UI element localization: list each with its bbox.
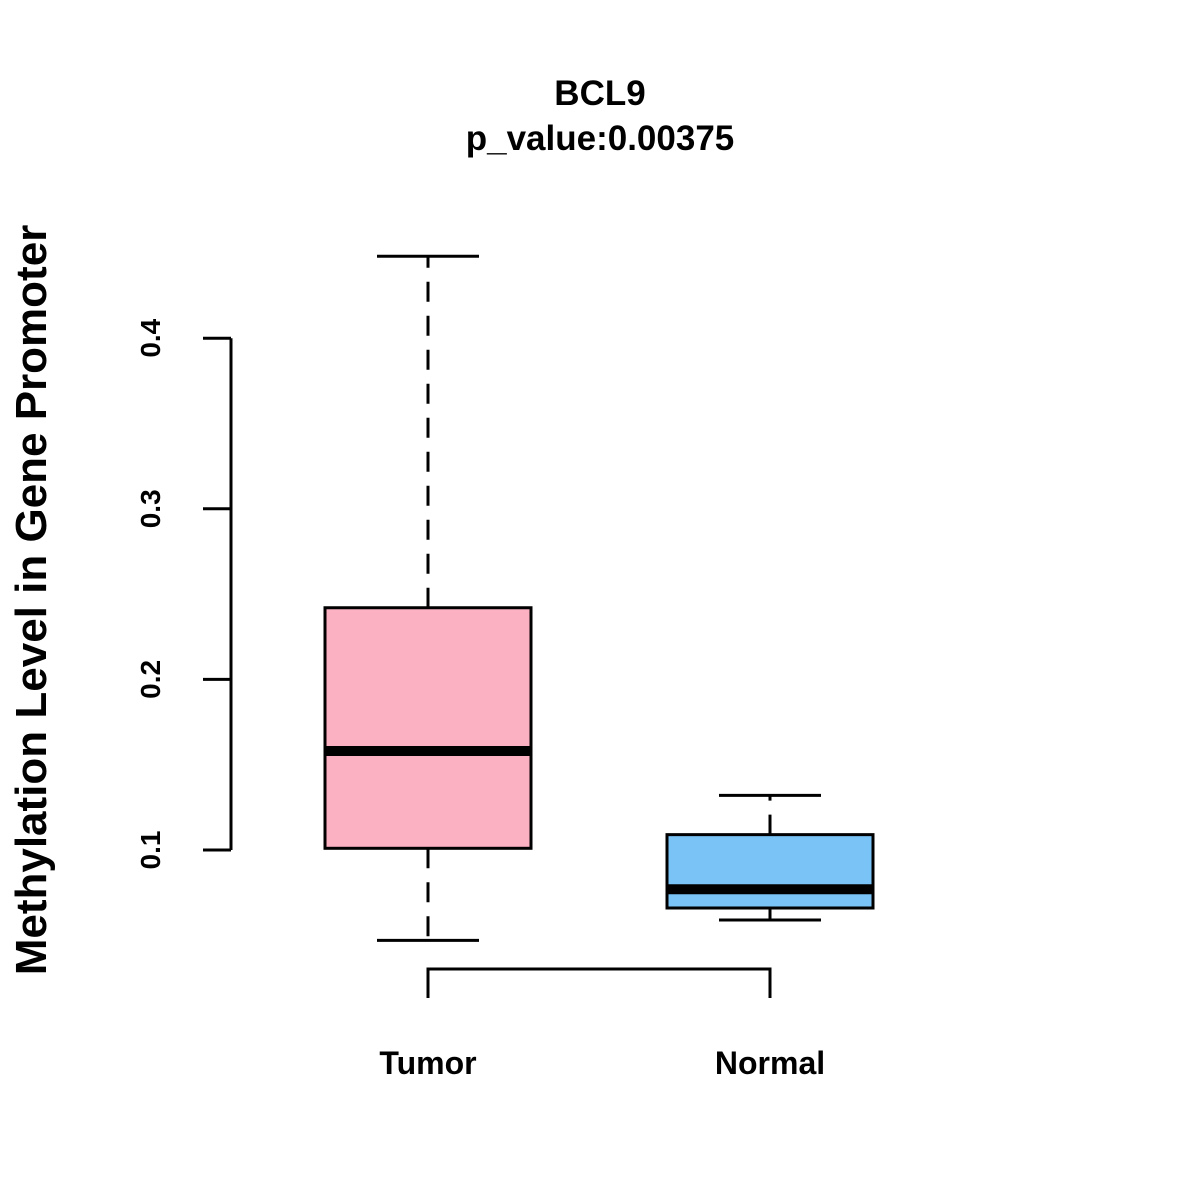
tumor-box	[323, 606, 533, 850]
y-tick-label: 0.1	[135, 831, 166, 870]
y-axis-label: Methylation Level in Gene Promoter	[7, 225, 56, 976]
x-axis-labels: Tumor Normal	[379, 1045, 825, 1081]
y-tick-label: 0.3	[135, 489, 166, 528]
chart-title: BCL9	[554, 74, 645, 113]
y-tick-label: 0.2	[135, 660, 166, 699]
x-category-label: Tumor	[379, 1045, 476, 1081]
comparison-bracket-group	[426, 967, 772, 998]
normal-box	[665, 833, 875, 910]
x-category-label: Normal	[715, 1045, 825, 1081]
comparison-bracket	[426, 967, 772, 998]
y-axis: 0.1 0.2 0.3 0.4	[135, 318, 233, 870]
chart-subtitle: p_value:0.00375	[466, 119, 735, 158]
y-tick-label: 0.4	[135, 318, 166, 357]
boxes-group	[323, 254, 875, 942]
